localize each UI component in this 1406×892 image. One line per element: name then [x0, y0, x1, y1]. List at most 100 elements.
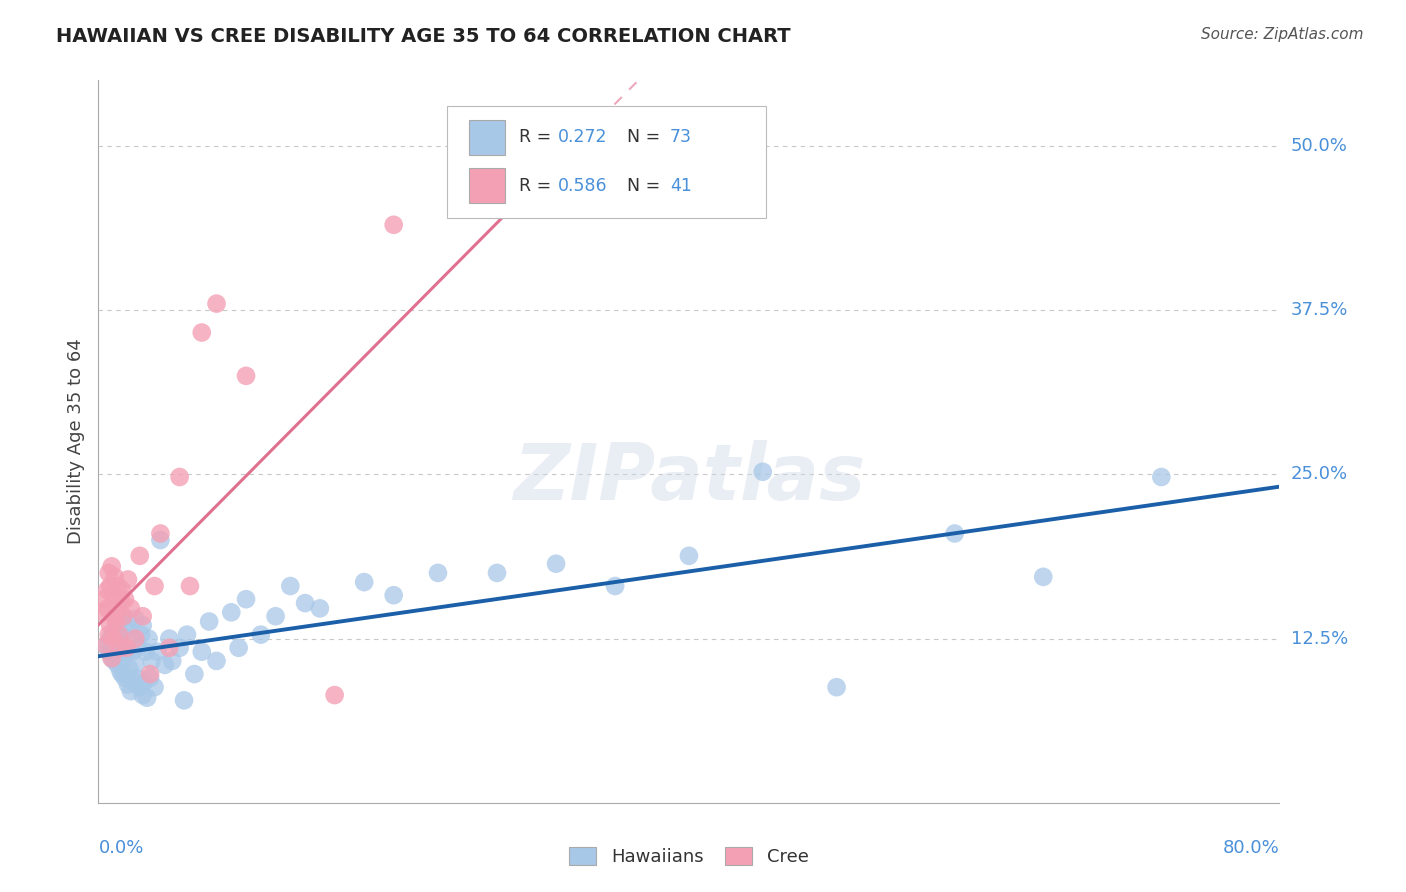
- Point: [353, 575, 375, 590]
- Point: [1032, 570, 1054, 584]
- Point: [105, 635, 128, 649]
- Point: [162, 654, 183, 668]
- Point: [129, 627, 152, 641]
- Text: 25.0%: 25.0%: [1291, 466, 1348, 483]
- Point: [111, 582, 134, 597]
- Point: [124, 612, 146, 626]
- Point: [108, 648, 131, 663]
- Point: [100, 559, 122, 574]
- Point: [294, 596, 316, 610]
- Point: [94, 638, 117, 652]
- Text: 41: 41: [671, 177, 692, 194]
- Text: 73: 73: [671, 128, 692, 146]
- Y-axis label: Disability Age 35 to 64: Disability Age 35 to 64: [66, 339, 84, 544]
- Point: [103, 625, 125, 640]
- Point: [176, 627, 198, 641]
- Point: [93, 592, 115, 607]
- Text: 0.0%: 0.0%: [98, 838, 143, 857]
- Point: [605, 579, 627, 593]
- Point: [118, 662, 141, 676]
- Point: [138, 632, 160, 646]
- Point: [112, 651, 135, 665]
- Point: [427, 566, 450, 580]
- Point: [146, 645, 169, 659]
- Point: [149, 526, 172, 541]
- Point: [127, 640, 149, 655]
- Point: [141, 654, 163, 668]
- Point: [100, 651, 122, 665]
- Point: [228, 640, 250, 655]
- Point: [103, 588, 125, 602]
- FancyBboxPatch shape: [470, 169, 505, 203]
- Text: ZIPatlas: ZIPatlas: [513, 440, 865, 516]
- Point: [110, 665, 132, 679]
- Point: [104, 570, 127, 584]
- Point: [114, 592, 136, 607]
- Point: [108, 627, 131, 641]
- Point: [825, 680, 848, 694]
- Point: [149, 533, 172, 547]
- Text: N =: N =: [616, 177, 665, 194]
- Point: [128, 549, 150, 563]
- Point: [943, 526, 966, 541]
- Point: [97, 627, 120, 641]
- Text: N =: N =: [616, 128, 665, 146]
- Point: [104, 609, 127, 624]
- Point: [132, 609, 155, 624]
- Point: [98, 632, 121, 646]
- Point: [546, 557, 568, 571]
- Point: [143, 579, 166, 593]
- Point: [132, 618, 155, 632]
- Point: [205, 654, 228, 668]
- Point: [115, 640, 138, 655]
- Point: [107, 579, 129, 593]
- Point: [157, 632, 180, 646]
- Point: [221, 605, 243, 619]
- Text: 0.272: 0.272: [558, 128, 607, 146]
- Point: [104, 654, 127, 668]
- Point: [91, 605, 114, 619]
- Text: R =: R =: [519, 128, 557, 146]
- Point: [121, 645, 143, 659]
- Point: [94, 638, 117, 652]
- Point: [111, 612, 134, 626]
- Point: [105, 615, 128, 629]
- Point: [157, 640, 180, 655]
- Point: [132, 688, 155, 702]
- Text: 37.5%: 37.5%: [1291, 301, 1348, 319]
- Text: HAWAIIAN VS CREE DISABILITY AGE 35 TO 64 CORRELATION CHART: HAWAIIAN VS CREE DISABILITY AGE 35 TO 64…: [56, 27, 790, 45]
- Point: [382, 588, 405, 602]
- Text: 50.0%: 50.0%: [1291, 137, 1347, 155]
- Point: [110, 627, 132, 641]
- Point: [114, 671, 136, 685]
- Text: Source: ZipAtlas.com: Source: ZipAtlas.com: [1201, 27, 1364, 42]
- Point: [128, 680, 150, 694]
- Point: [124, 657, 146, 672]
- Point: [169, 470, 191, 484]
- Point: [143, 680, 166, 694]
- Point: [183, 667, 205, 681]
- Point: [235, 368, 257, 383]
- Point: [486, 566, 509, 580]
- Point: [97, 645, 120, 659]
- Point: [752, 465, 775, 479]
- Point: [120, 684, 142, 698]
- Point: [110, 592, 132, 607]
- Point: [678, 549, 700, 563]
- Point: [173, 693, 195, 707]
- Point: [198, 615, 221, 629]
- Point: [205, 296, 228, 310]
- Point: [120, 601, 142, 615]
- Point: [107, 657, 129, 672]
- Point: [250, 627, 273, 641]
- Point: [110, 640, 132, 655]
- Point: [98, 579, 121, 593]
- Point: [117, 677, 139, 691]
- Point: [120, 632, 142, 646]
- Point: [139, 671, 162, 685]
- Point: [134, 675, 156, 690]
- Point: [153, 657, 176, 672]
- Point: [115, 645, 138, 659]
- Point: [96, 582, 118, 597]
- Legend: Hawaiians, Cree: Hawaiians, Cree: [562, 839, 815, 873]
